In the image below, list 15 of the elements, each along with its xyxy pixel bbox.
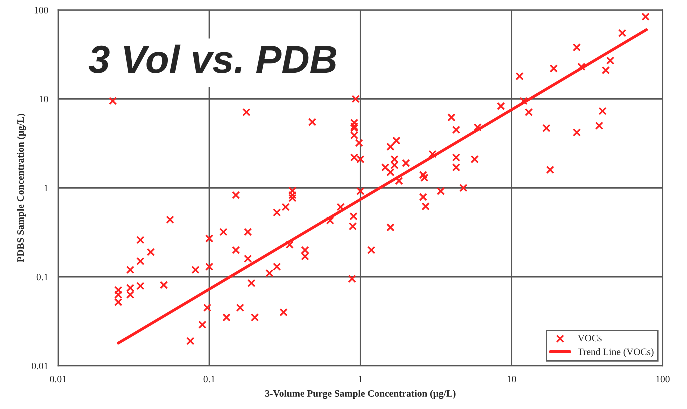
x-tick-label: 0.1 — [204, 376, 216, 383]
x-tick-label: 0.01 — [50, 376, 66, 383]
x-tick-label: 10 — [508, 376, 516, 383]
y-tick-label: 10 — [40, 96, 48, 103]
x-tick-label: 1 — [359, 376, 363, 383]
x-tick-label: 100 — [656, 376, 670, 383]
legend-label: VOCs — [578, 335, 602, 342]
x-axis-title: 3-Volume Purge Sample Concentration (µg/L) — [266, 390, 456, 400]
text: 3 Vol vs. PDB — [88, 44, 336, 74]
y-tick-label: 1 — [44, 185, 48, 192]
y-axis-title: PDBS Sample Concentration (µg/L) — [17, 114, 26, 262]
y-tick-label: 0.01 — [32, 362, 48, 370]
y-tick-label: 0.1 — [36, 274, 48, 281]
legend-label: Trend Line (VOCs) — [578, 348, 654, 358]
y-tick-label: 100 — [34, 7, 48, 14]
